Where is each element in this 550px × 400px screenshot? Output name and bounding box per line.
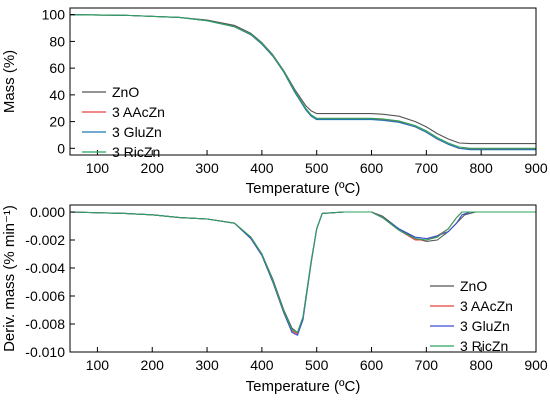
x-tick-label: 900 (524, 160, 548, 176)
y-axis-label: Deriv. mass (% min⁻¹) (1, 205, 18, 352)
y-tick-label: 40 (49, 87, 65, 103)
x-tick-label: 700 (415, 357, 439, 373)
legend-label: 3 RicZn (460, 338, 508, 354)
x-tick-label: 400 (250, 160, 274, 176)
x-tick-label: 400 (250, 357, 274, 373)
legend-label: ZnO (460, 278, 487, 294)
x-tick-label: 200 (141, 357, 165, 373)
x-tick-label: 700 (415, 160, 439, 176)
series-line-4 (69, 211, 536, 333)
x-tick-label: 300 (195, 160, 219, 176)
x-tick-label: 600 (360, 160, 384, 176)
y-tick-label: 80 (49, 33, 65, 49)
y-tick-label: -0.002 (25, 232, 65, 248)
y-tick-label: 0.000 (30, 204, 65, 220)
x-tick-label: 600 (360, 357, 384, 373)
y-tick-label: 60 (49, 60, 65, 76)
y-tick-label: -0.008 (25, 316, 65, 332)
legend-label: 3 AAcZn (460, 298, 513, 314)
y-tick-label: -0.010 (25, 344, 65, 360)
x-axis-label: Temperature (ºC) (246, 378, 361, 395)
series-line-4 (69, 14, 536, 149)
x-tick-label: 500 (305, 160, 329, 176)
legend-label: 3 RicZn (112, 144, 160, 160)
y-axis-label: Mass (%) (1, 50, 18, 113)
chart-panel-1: 100 200 300 400 500 600 700 800 900 0 20 40 60 80 100 T… (1, 7, 548, 197)
x-tick-label: 900 (524, 357, 548, 373)
x-tick-label: 100 (86, 160, 110, 176)
legend: ZnO 3 AAcZn 3 GluZn 3 RicZn (430, 278, 513, 354)
x-tick-label: 100 (86, 357, 110, 373)
legend-label: ZnO (112, 84, 139, 100)
legend-label: 3 GluZn (460, 318, 510, 334)
y-tick-label: 100 (42, 7, 66, 23)
x-tick-label: 500 (305, 357, 329, 373)
x-tick-label: 800 (469, 160, 493, 176)
plot-frame (69, 204, 537, 353)
legend: ZnO 3 AAcZn 3 GluZn 3 RicZn (82, 84, 165, 160)
chart-panel-2: 100 200 300 400 500 600 700 800 900 0.000 -0.002 -0… (1, 204, 548, 395)
series-line-1 (69, 14, 536, 145)
y-tick-label: -0.004 (25, 260, 65, 276)
x-tick-label: 200 (141, 160, 165, 176)
legend-label: 3 GluZn (112, 124, 162, 140)
x-tick-label: 800 (469, 357, 493, 373)
y-tick-label: 0 (57, 140, 65, 156)
y-tick-label: -0.006 (25, 288, 65, 304)
x-axis-label: Temperature (ºC) (246, 180, 361, 197)
plot-frame (69, 7, 537, 156)
x-tick-label: 300 (195, 357, 219, 373)
y-tick-label: 20 (49, 114, 65, 130)
legend-label: 3 AAcZn (112, 104, 165, 120)
